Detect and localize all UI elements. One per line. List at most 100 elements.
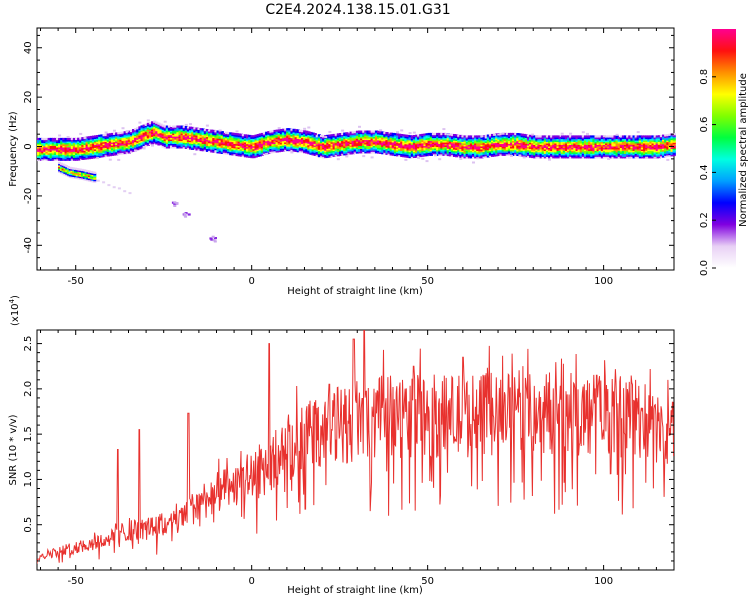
heatmap-cell [239,153,243,156]
heatmap-cell [355,151,360,154]
heatmap-cell [210,150,214,153]
heatmap-cell [136,136,140,139]
heatmap-cell [431,135,436,139]
heatmap-cell [374,151,379,154]
heatmap-cell [279,142,283,145]
heatmap-cell [161,145,165,148]
heatmap-cell [167,128,172,131]
heatmap-cell [366,142,370,145]
heatmap-cell [389,145,393,149]
heatmap-cell [398,144,402,147]
heatmap-cell [292,133,296,136]
heatmap-cell [167,134,172,137]
heatmap-cell [425,149,429,152]
heatmap-cell [615,154,619,157]
heatmap-cell [222,152,226,155]
heatmap-cell [140,141,144,144]
heatmap-cell [347,143,351,146]
heatmap-cell [265,137,269,140]
heatmap-cell [634,141,638,144]
heatmap-cell [322,153,326,156]
heatmap-cell [569,150,573,153]
heatmap-cell [499,138,503,142]
heatmap-cell [201,137,205,140]
heatmap-cell [353,147,357,150]
heatmap-cell [552,139,556,143]
heatmap-cell [243,155,248,158]
heatmap-cell [161,126,165,129]
heatmap-cell [231,142,235,146]
heatmap-cell [77,152,81,155]
heatmap-cell [113,143,117,146]
heatmap-cell [66,152,70,155]
heatmap-cell [459,154,463,157]
heatmap-cell [501,143,505,146]
heatmap-cell [653,147,657,150]
heatmap-cell [227,146,231,149]
heatmap-cell [640,151,645,154]
heatmap-cell [87,139,91,142]
heatmap-cell [324,152,328,156]
heatmap-cell [326,142,330,145]
heatmap-cell [271,130,275,133]
heatmap-cell [668,133,672,136]
heatmap-cell [87,154,91,157]
heatmap-cell [615,153,619,156]
heatmap-cell [360,148,364,151]
heatmap-cell [590,142,594,145]
heatmap-cell [93,180,97,183]
heatmap-cell [586,139,590,143]
heatmap-cell [258,137,262,141]
heatmap-cell [148,132,153,135]
heatmap-cell [609,151,613,154]
heatmap-cell [484,148,488,151]
heatmap-cell [307,144,311,147]
heatmap-cell [129,140,134,143]
heatmap-cell [309,148,313,151]
heatmap-cell [649,154,653,157]
heatmap-cell [184,129,188,132]
heatmap-cell [421,154,425,157]
colorbar: 0.00.20.40.60.8 Normalized spectral ampl… [699,29,749,276]
heatmap-cell [533,147,537,150]
heatmap-cell [216,148,220,151]
heatmap-cell [484,140,488,143]
heatmap-cell [655,145,659,148]
heatmap-cell [583,148,588,151]
heatmap-cell [121,143,125,146]
heatmap-cell [461,154,465,157]
heatmap-cell [478,147,482,150]
heatmap-cell [136,130,140,133]
heatmap-cell [294,145,298,148]
heatmap-cell [110,144,115,147]
heatmap-cell [284,131,288,134]
heatmap-cell [554,150,558,153]
heatmap-cell [77,137,81,140]
heatmap-cell [400,142,404,146]
heatmap-cell [51,157,55,160]
heatmap-cell [474,153,478,156]
heatmap-cell [341,132,345,135]
heatmap-cell [531,138,535,141]
heatmap-cell [575,151,579,154]
heatmap-cell [49,137,53,141]
heatmap-cell [463,145,467,148]
heatmap-cell [453,154,457,157]
heatmap-cell [72,154,77,157]
heatmap-cell [594,139,598,143]
heatmap-cell [558,141,562,144]
heatmap-cell [516,137,520,140]
heatmap-cell [317,144,321,147]
heatmap-cell [61,165,65,168]
heatmap-cell [75,140,79,144]
heatmap-cell [336,140,340,143]
heatmap-cell [298,150,302,153]
heatmap-cell [186,145,191,148]
heatmap-cell [142,139,146,142]
heatmap-cell [159,123,163,126]
heatmap-cell [463,141,467,144]
heatmap-cell [307,146,311,149]
heatmap-cell [476,145,480,148]
heatmap-cell [569,142,573,145]
heatmap-cell [277,138,281,141]
